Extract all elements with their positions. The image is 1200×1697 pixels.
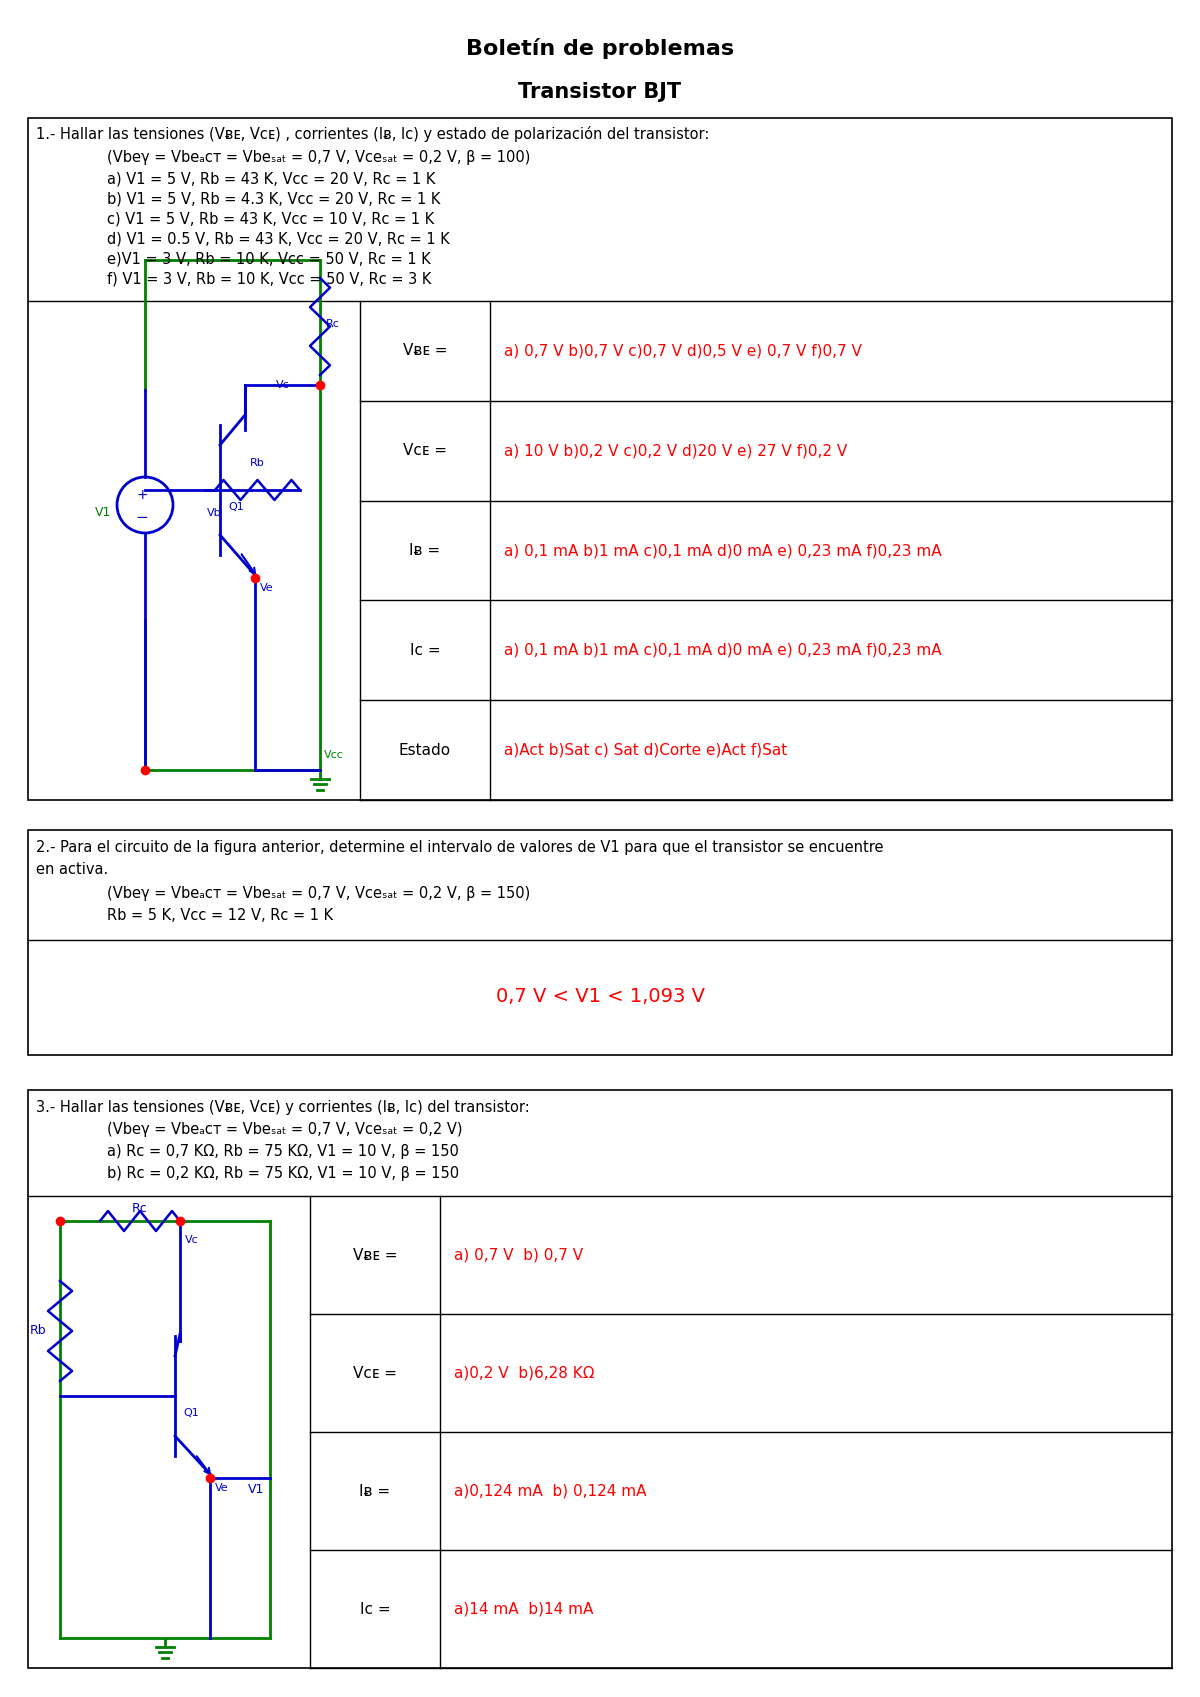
Text: (Vbeγ = Vbeₐᴄᴛ = Vbeₛₐₜ = 0,7 V, Vceₛₐₜ = 0,2 V, β = 100): (Vbeγ = Vbeₐᴄᴛ = Vbeₛₐₜ = 0,7 V, Vceₛₐₜ … (70, 149, 530, 165)
Text: Iᴃ =: Iᴃ = (360, 1483, 390, 1498)
Text: Boletín de problemas: Boletín de problemas (466, 37, 734, 59)
Bar (28, 830, 1172, 1056)
Text: V1: V1 (248, 1483, 264, 1497)
Text: Vᴃᴇ =: Vᴃᴇ = (403, 343, 448, 358)
Text: en activa.: en activa. (36, 862, 108, 877)
Text: Ve: Ve (215, 1483, 229, 1493)
Text: Transistor BJT: Transistor BJT (518, 81, 682, 102)
Text: Vc: Vc (276, 380, 290, 390)
Text: c) V1 = 5 V, Rb = 43 K, Vcc = 10 V, Rc = 1 K: c) V1 = 5 V, Rb = 43 K, Vcc = 10 V, Rc =… (70, 212, 434, 227)
Text: b) Rc = 0,2 KΩ, Rb = 75 KΩ, V1 = 10 V, β = 150: b) Rc = 0,2 KΩ, Rb = 75 KΩ, V1 = 10 V, β… (70, 1166, 460, 1181)
Text: Vᴃᴇ =: Vᴃᴇ = (353, 1247, 397, 1263)
Text: Rb: Rb (250, 458, 264, 468)
Text: a) 0,7 V b)0,7 V c)0,7 V d)0,5 V e) 0,7 V f)0,7 V: a) 0,7 V b)0,7 V c)0,7 V d)0,5 V e) 0,7 … (504, 343, 862, 358)
Text: a)Act b)Sat c) Sat d)Corte e)Act f)Sat: a)Act b)Sat c) Sat d)Corte e)Act f)Sat (504, 743, 787, 757)
Text: Q1: Q1 (182, 1409, 199, 1419)
Text: Vcc: Vcc (324, 750, 344, 760)
Text: 1.- Hallar las tensiones (Vᴃᴇ, Vᴄᴇ) , corrientes (Iᴃ, Iᴄ) y estado de polarizaci: 1.- Hallar las tensiones (Vᴃᴇ, Vᴄᴇ) , co… (36, 126, 709, 143)
Text: Vc: Vc (185, 1235, 199, 1246)
Text: d) V1 = 0.5 V, Rb = 43 K, Vcc = 20 V, Rc = 1 K: d) V1 = 0.5 V, Rb = 43 K, Vcc = 20 V, Rc… (70, 232, 450, 248)
Text: Iᴄ =: Iᴄ = (360, 1602, 390, 1617)
Text: Rb: Rb (29, 1324, 46, 1337)
Text: 3.- Hallar las tensiones (Vᴃᴇ, Vᴄᴇ) y corrientes (Iᴃ, Iᴄ) del transistor:: 3.- Hallar las tensiones (Vᴃᴇ, Vᴄᴇ) y co… (36, 1100, 529, 1115)
Text: Rc: Rc (132, 1201, 148, 1215)
Text: Vᴄᴇ =: Vᴄᴇ = (353, 1366, 397, 1380)
Text: (Vbeγ = Vbeₐᴄᴛ = Vbeₛₐₜ = 0,7 V, Vceₛₐₜ = 0,2 V, β = 150): (Vbeγ = Vbeₐᴄᴛ = Vbeₛₐₜ = 0,7 V, Vceₛₐₜ … (70, 886, 530, 901)
Bar (28, 1089, 1172, 1668)
Text: Vᴄᴇ =: Vᴄᴇ = (403, 443, 446, 458)
Text: Iᴃ =: Iᴃ = (409, 543, 440, 558)
Text: a)0,2 V  b)6,28 KΩ: a)0,2 V b)6,28 KΩ (454, 1366, 594, 1380)
Text: Vb: Vb (208, 507, 222, 518)
Text: V1: V1 (95, 506, 112, 519)
Text: a) V1 = 5 V, Rb = 43 K, Vcc = 20 V, Rc = 1 K: a) V1 = 5 V, Rb = 43 K, Vcc = 20 V, Rc =… (70, 171, 436, 187)
Text: −: − (136, 509, 149, 524)
Text: (Vbeγ = Vbeₐᴄᴛ = Vbeₛₐₜ = 0,7 V, Vceₛₐₜ = 0,2 V): (Vbeγ = Vbeₐᴄᴛ = Vbeₛₐₜ = 0,7 V, Vceₛₐₜ … (70, 1122, 462, 1137)
Text: a) 0,7 V  b) 0,7 V: a) 0,7 V b) 0,7 V (454, 1247, 583, 1263)
Text: b) V1 = 5 V, Rb = 4.3 K, Vcc = 20 V, Rc = 1 K: b) V1 = 5 V, Rb = 4.3 K, Vcc = 20 V, Rc … (70, 192, 440, 207)
Text: Rc: Rc (326, 319, 340, 329)
Text: a) 10 V b)0,2 V c)0,2 V d)20 V e) 27 V f)0,2 V: a) 10 V b)0,2 V c)0,2 V d)20 V e) 27 V f… (504, 443, 847, 458)
Text: Ve: Ve (260, 584, 274, 592)
Bar (28, 119, 1172, 799)
Text: a) 0,1 mA b)1 mA c)0,1 mA d)0 mA e) 0,23 mA f)0,23 mA: a) 0,1 mA b)1 mA c)0,1 mA d)0 mA e) 0,23… (504, 643, 942, 658)
Text: 2.- Para el circuito de la figura anterior, determine el intervalo de valores de: 2.- Para el circuito de la figura anteri… (36, 840, 883, 855)
Text: f) V1 = 3 V, Rb = 10 K, Vcc = 50 V, Rc = 3 K: f) V1 = 3 V, Rb = 10 K, Vcc = 50 V, Rc =… (70, 272, 431, 287)
Text: Estado: Estado (398, 743, 451, 757)
Text: Iᴄ =: Iᴄ = (409, 643, 440, 658)
Text: Rb = 5 K, Vcc = 12 V, Rc = 1 K: Rb = 5 K, Vcc = 12 V, Rc = 1 K (70, 908, 334, 923)
Text: a)0,124 mA  b) 0,124 mA: a)0,124 mA b) 0,124 mA (454, 1483, 647, 1498)
Text: Q1: Q1 (228, 502, 244, 512)
Text: +: + (136, 489, 148, 502)
Text: a) 0,1 mA b)1 mA c)0,1 mA d)0 mA e) 0,23 mA f)0,23 mA: a) 0,1 mA b)1 mA c)0,1 mA d)0 mA e) 0,23… (504, 543, 942, 558)
Text: 0,7 V < V1 < 1,093 V: 0,7 V < V1 < 1,093 V (496, 988, 704, 1006)
Text: a)14 mA  b)14 mA: a)14 mA b)14 mA (454, 1602, 593, 1617)
Text: a) Rc = 0,7 KΩ, Rb = 75 KΩ, V1 = 10 V, β = 150: a) Rc = 0,7 KΩ, Rb = 75 KΩ, V1 = 10 V, β… (70, 1144, 458, 1159)
Text: e)V1 = 3 V, Rb = 10 K, Vcc = 50 V, Rc = 1 K: e)V1 = 3 V, Rb = 10 K, Vcc = 50 V, Rc = … (70, 251, 431, 266)
